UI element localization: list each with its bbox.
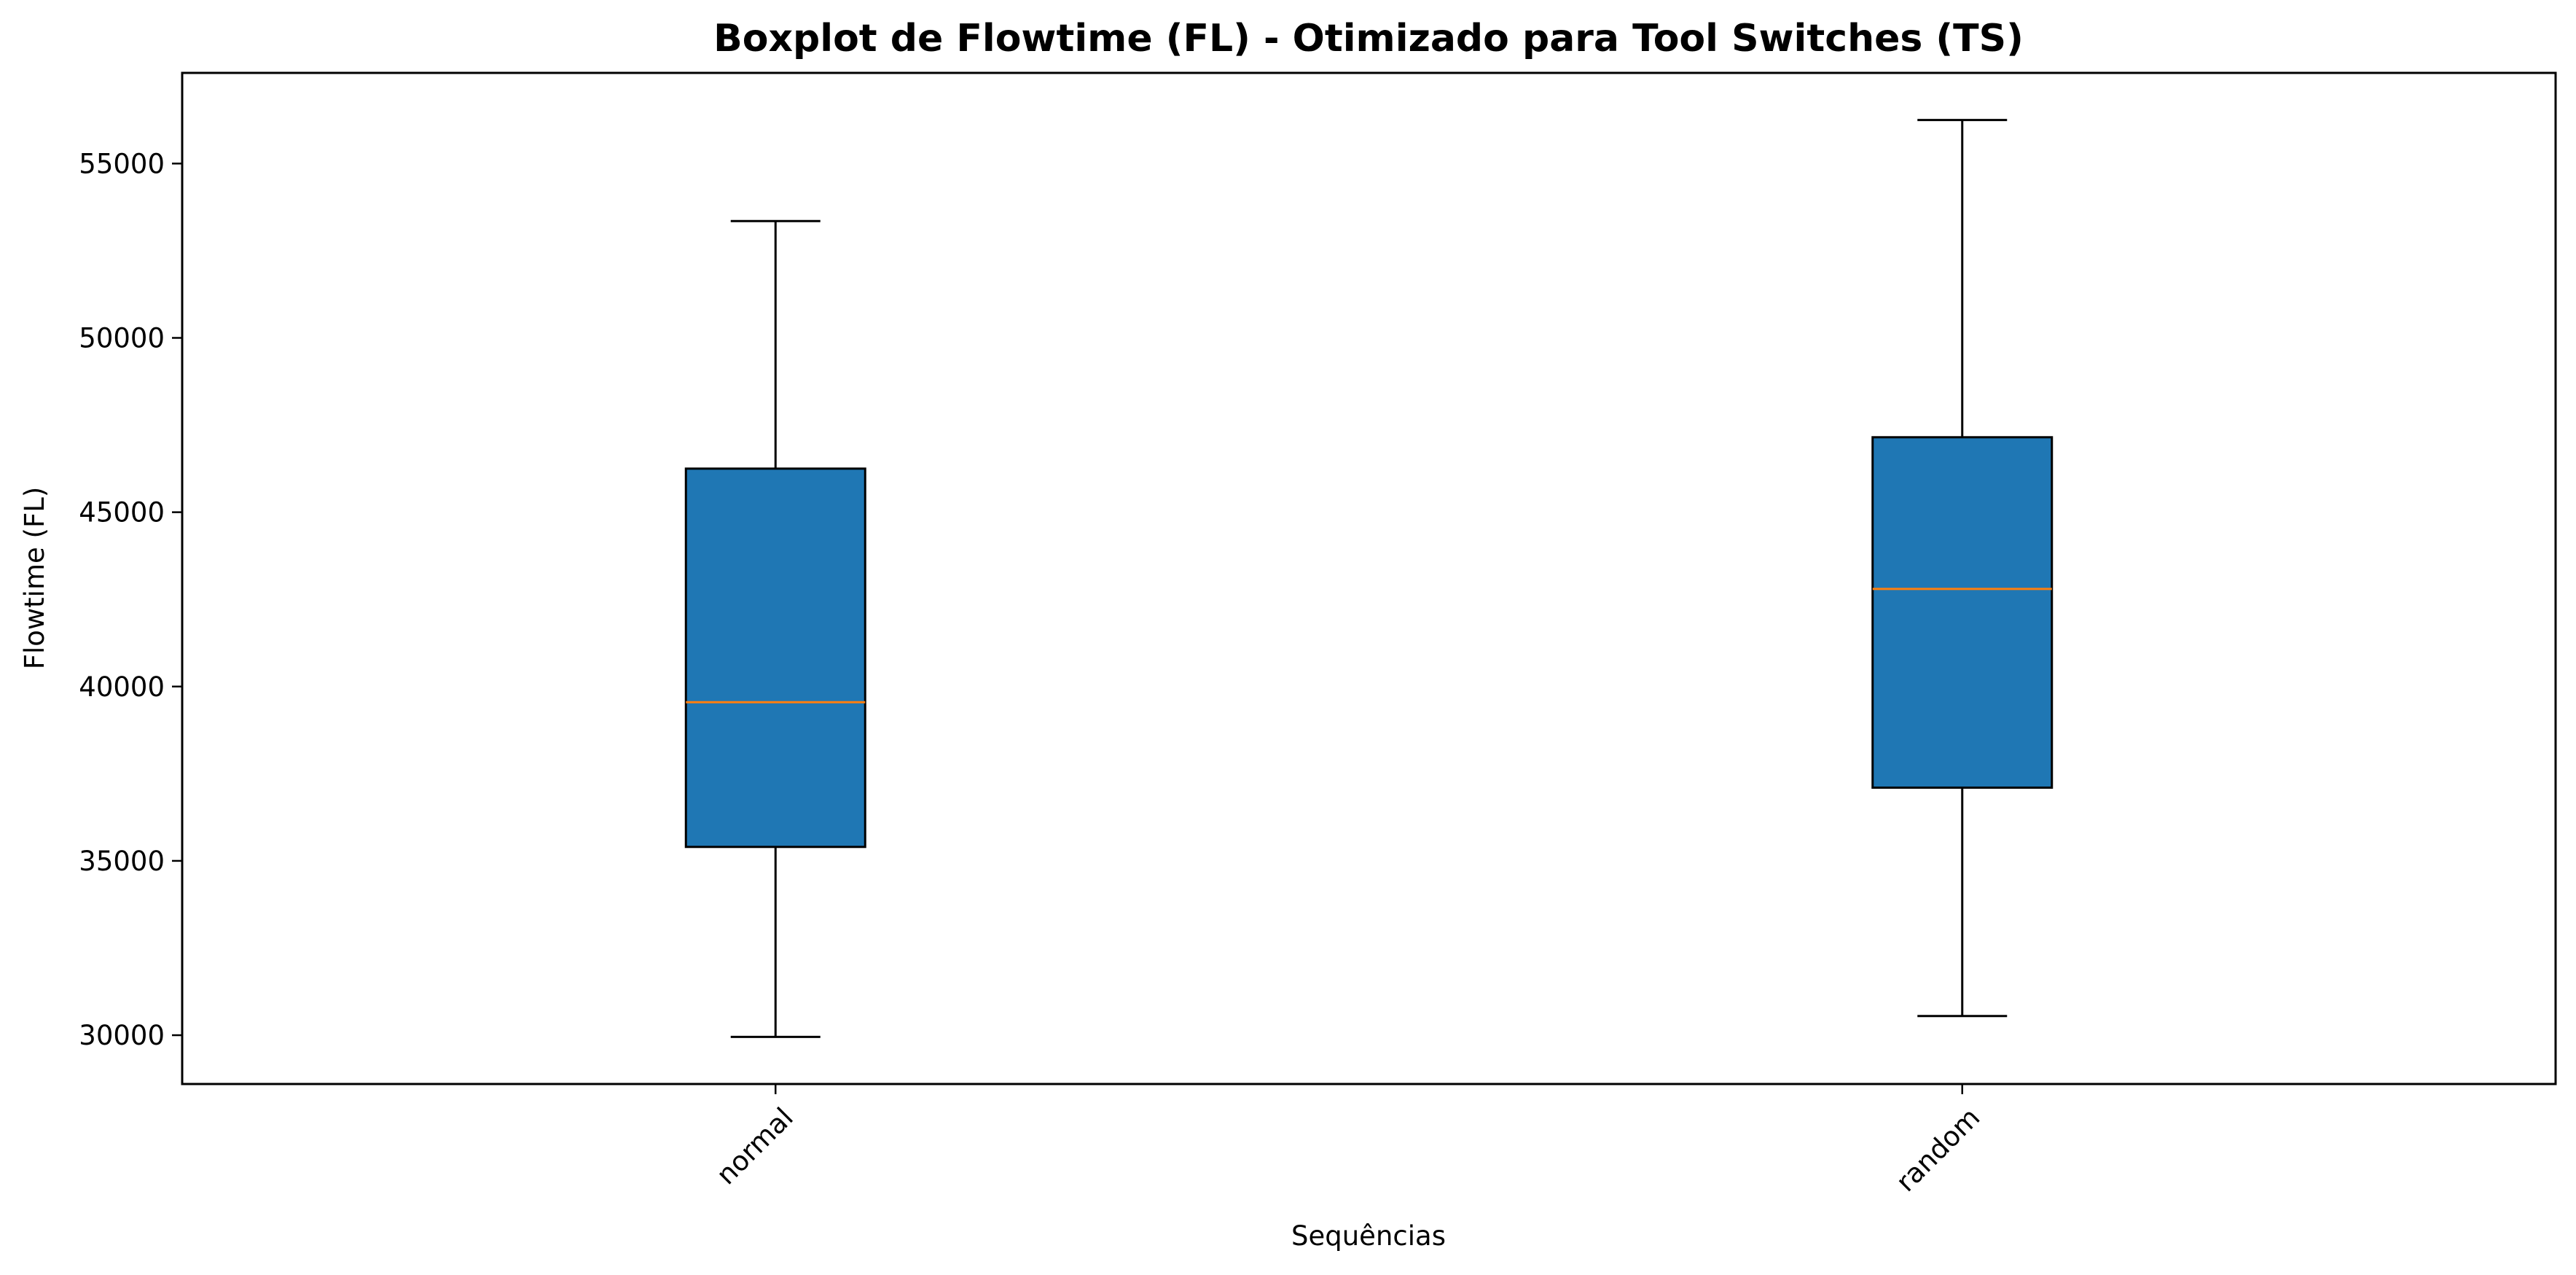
chart-title: Boxplot de Flowtime (FL) - Otimizado par… [713, 17, 2024, 61]
box [684, 467, 866, 849]
x-axis-label: Sequências [1291, 1220, 1446, 1252]
box [1871, 436, 2054, 789]
y-axis-label: Flowtime (FL) [19, 487, 50, 670]
y-tick-label: 35000 [79, 846, 165, 877]
y-tick-label: 45000 [79, 497, 165, 529]
y-tick-label: 55000 [79, 148, 165, 179]
axes-frame [181, 71, 2557, 1085]
y-tick-label: 50000 [79, 322, 165, 354]
y-tick-label: 40000 [79, 671, 165, 703]
y-tick-label: 30000 [79, 1020, 165, 1051]
